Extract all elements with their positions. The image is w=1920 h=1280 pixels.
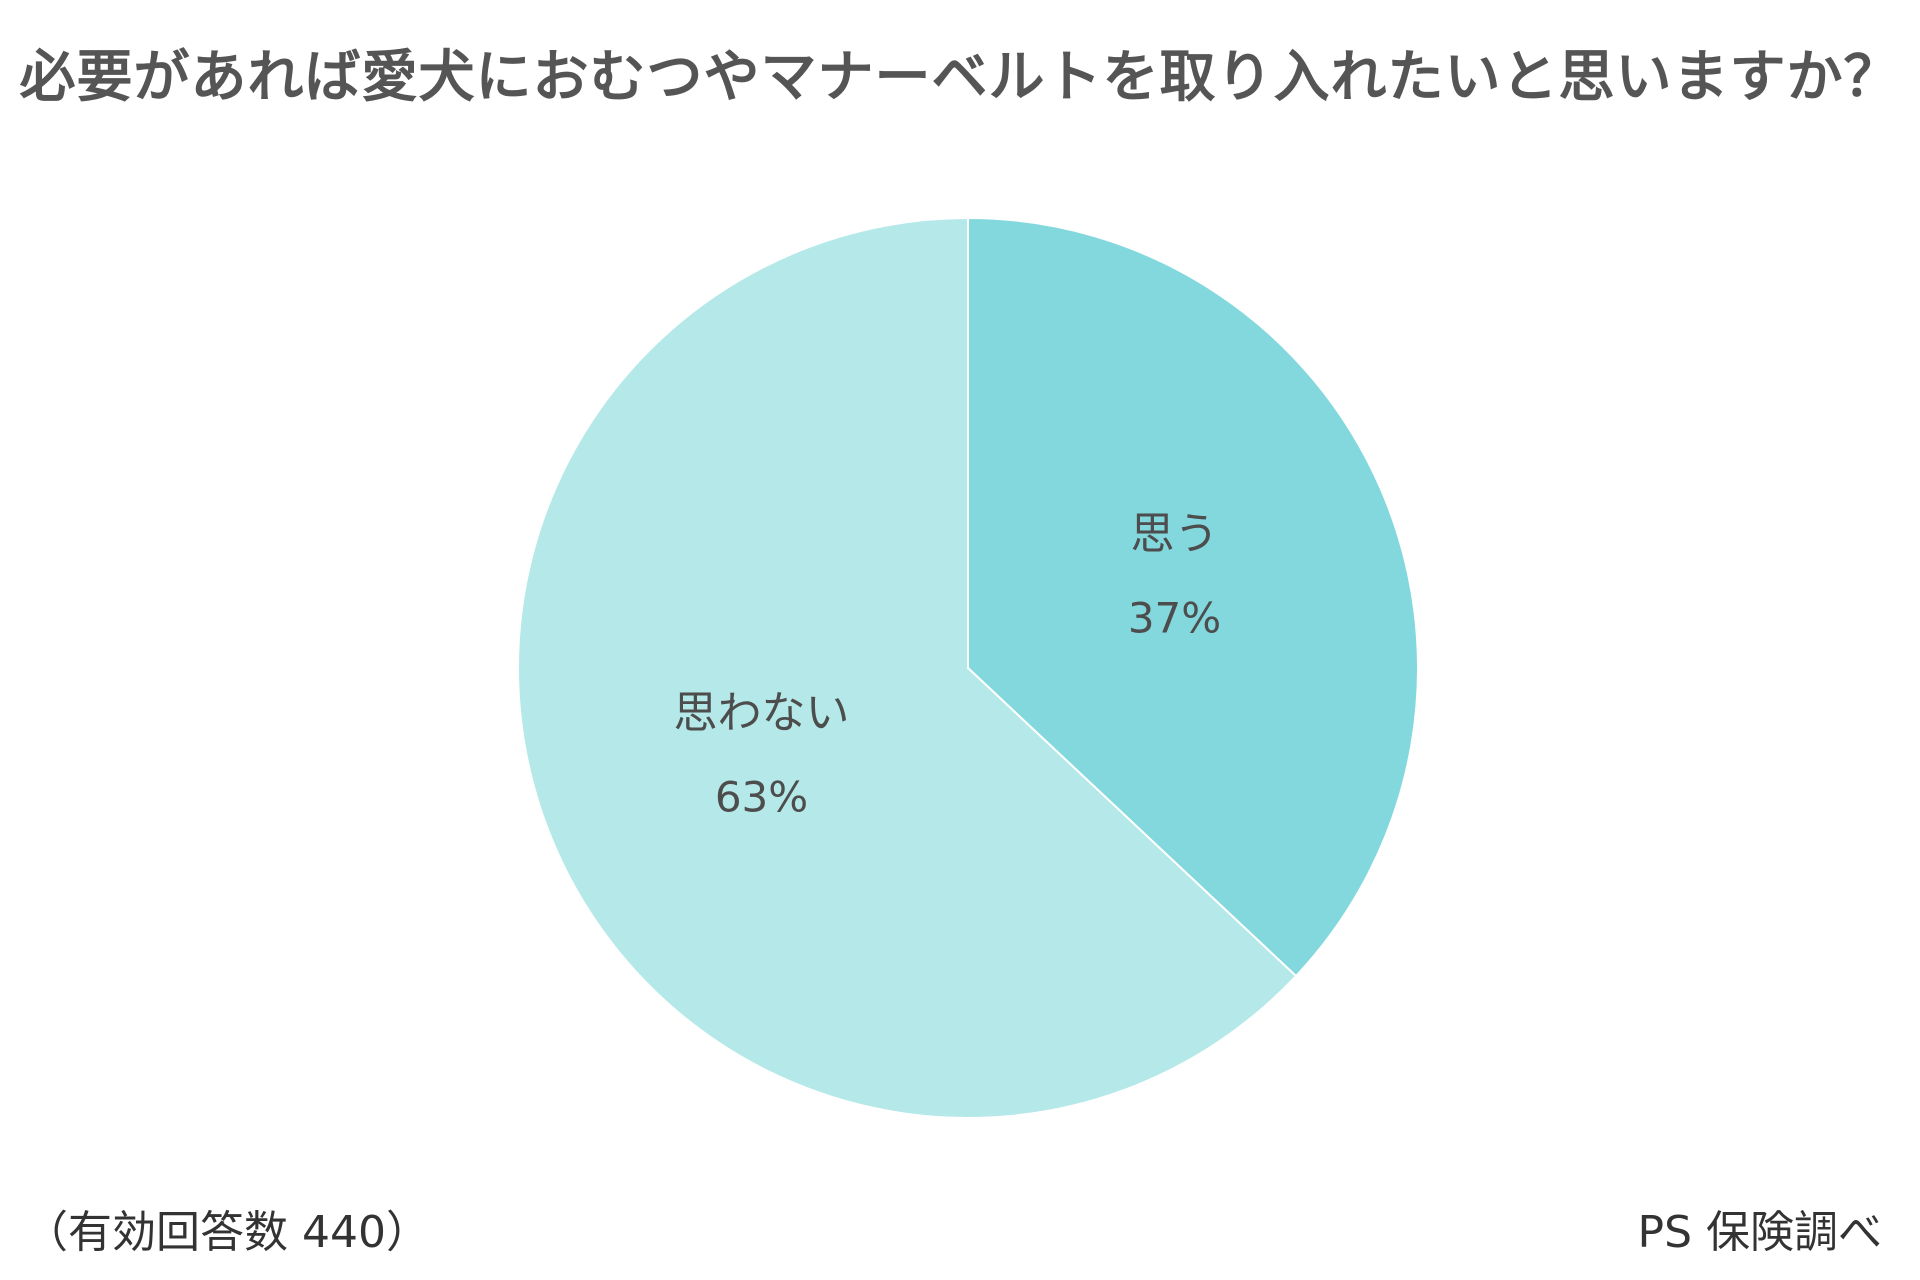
pie-slices (517, 216, 1419, 1119)
pie-labels: 思う 37% 思わない 63% (674, 509, 1222, 822)
slice-label-1: 思わない (674, 687, 850, 738)
source-note: PS 保険調べ (1637, 1207, 1882, 1258)
slice-label-0: 思う (1130, 509, 1218, 560)
pie-slice-0 (967, 216, 1419, 978)
slice-value-label-1: 63% (715, 772, 808, 821)
chart-title: 必要があれば愛犬におむつやマナーベルトを取り入れたいと思いますか？ (19, 45, 1901, 110)
slice-value-label-0: 37% (1128, 594, 1221, 643)
pie-slice-1 (517, 216, 1298, 1119)
sample-size-note: （有効回答数 440） (24, 1207, 430, 1258)
